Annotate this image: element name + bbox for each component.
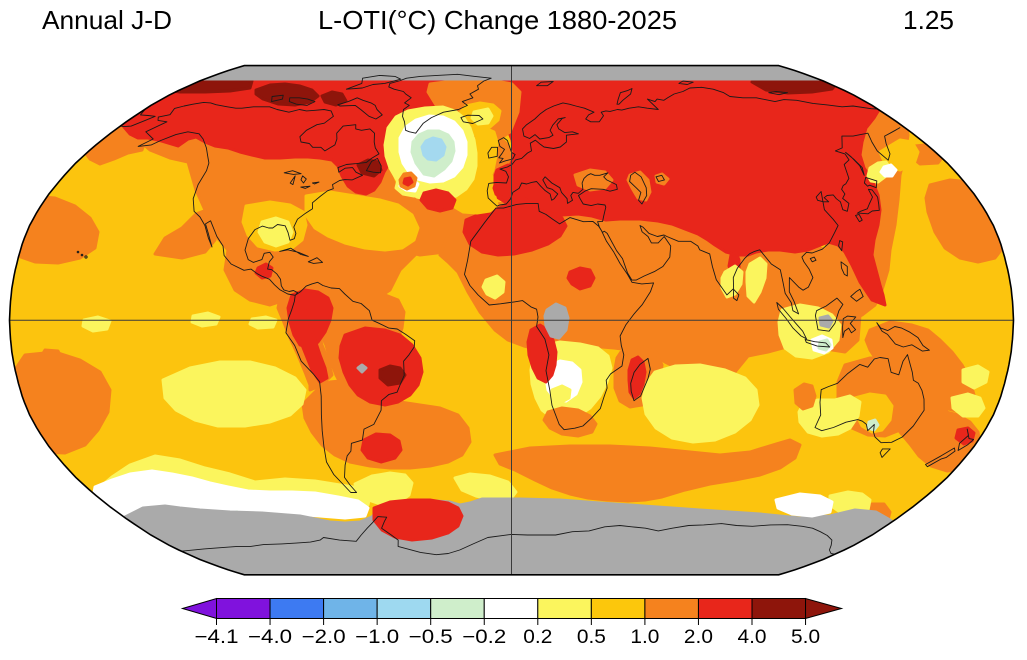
svg-text:−1.0: −1.0: [355, 627, 399, 648]
svg-text:L-OTI(°C) Change 1880-2025: L-OTI(°C) Change 1880-2025: [318, 5, 677, 35]
svg-text:1.25: 1.25: [903, 5, 954, 35]
svg-text:−0.2: −0.2: [462, 627, 506, 648]
svg-text:Annual J-D: Annual J-D: [42, 5, 172, 35]
svg-text:0.5: 0.5: [577, 627, 606, 648]
svg-text:−0.5: −0.5: [409, 627, 453, 648]
svg-text:2.0: 2.0: [684, 627, 713, 648]
svg-text:1.0: 1.0: [630, 627, 659, 648]
svg-text:4.0: 4.0: [738, 627, 767, 648]
svg-text:−4.0: −4.0: [248, 627, 292, 648]
svg-text:5.0: 5.0: [791, 627, 820, 648]
svg-text:0.2: 0.2: [523, 627, 552, 648]
svg-text:−2.0: −2.0: [302, 627, 346, 648]
svg-text:−4.1: −4.1: [195, 627, 239, 648]
